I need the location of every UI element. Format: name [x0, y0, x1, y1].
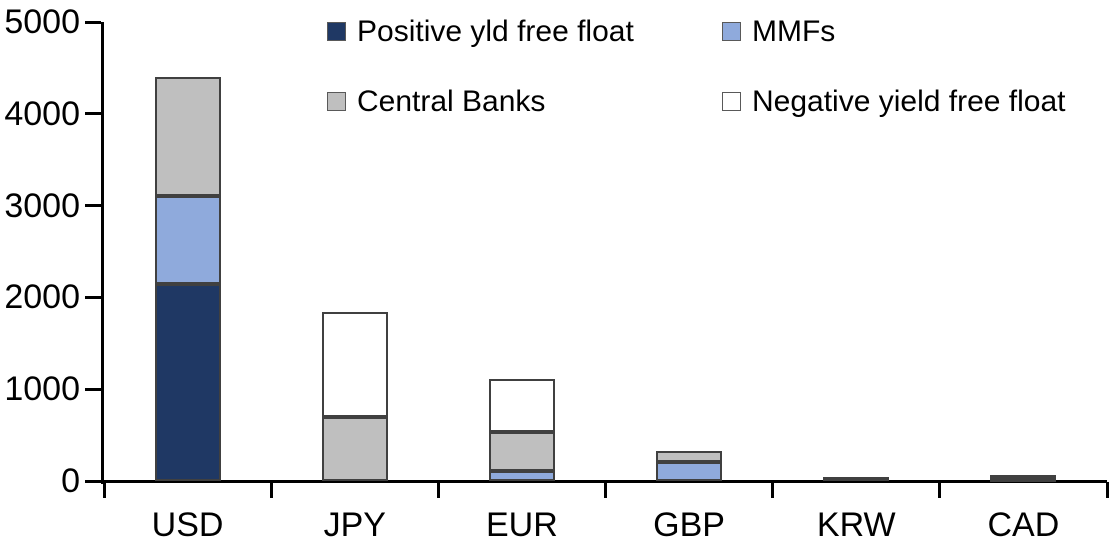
x-axis-boundary-tick-3 — [604, 482, 607, 498]
legend-item-negative-yield-free-float: Negative yield free float — [722, 84, 1066, 119]
legend-item-mmfs: MMFs — [722, 14, 835, 49]
y-axis-label-0: 0 — [61, 462, 80, 500]
x-axis-boundary-tick-4 — [771, 482, 775, 498]
y-axis-tick-3000 — [85, 204, 101, 208]
x-axis-line — [101, 480, 1107, 483]
legend-label-positive-yld-free-float: Positive yld free float — [357, 15, 634, 48]
bar-cad-central-banks — [990, 475, 1057, 480]
bar-usd-central-banks — [154, 77, 221, 197]
legend-item-central-banks: Central Banks — [327, 84, 545, 119]
bar-jpy-negative-yield-free-float — [321, 312, 388, 417]
y-axis-tick-1000 — [85, 387, 101, 391]
bar-eur-mmfs — [488, 470, 555, 481]
legend-label-negative-yield-free-float: Negative yield free float — [752, 85, 1066, 118]
y-axis-label-1000: 1000 — [4, 370, 80, 409]
y-axis-tick-0 — [85, 479, 101, 483]
x-axis-label-jpy: JPY — [323, 506, 386, 544]
y-axis-label-3000: 3000 — [4, 186, 80, 225]
y-axis-tick-4000 — [85, 112, 101, 116]
y-axis-label-2000: 2000 — [4, 278, 80, 317]
bar-eur-negative-yield-free-float — [488, 379, 555, 433]
legend-label-central-banks: Central Banks — [357, 85, 546, 118]
legend-label-mmfs: MMFs — [752, 15, 836, 48]
x-axis-boundary-tick-6 — [1105, 482, 1109, 498]
x-axis-label-eur: EUR — [486, 506, 558, 544]
y-axis-line — [101, 22, 104, 484]
y-axis-tick-2000 — [85, 295, 101, 299]
x-axis-boundary-tick-2 — [436, 482, 440, 498]
x-axis-label-cad: CAD — [987, 506, 1060, 544]
legend-swatch-icon-positive-yld-free-float — [327, 22, 346, 41]
legend-swatch-icon-negative-yield-free-float — [722, 92, 741, 111]
legend-swatch-icon-mmfs — [722, 22, 741, 41]
bar-gbp-central-banks — [656, 450, 723, 462]
y-axis-tick-5000 — [85, 20, 101, 24]
x-axis-boundary-tick-5 — [938, 482, 942, 498]
bar-gbp-mmfs — [656, 461, 723, 481]
bar-krw-positive-yld-free-float — [823, 477, 890, 482]
legend-swatch-icon-central-banks — [327, 92, 346, 111]
x-axis-label-gbp: GBP — [653, 506, 725, 544]
x-axis-boundary-tick-1 — [269, 482, 273, 498]
bar-usd-mmfs — [154, 196, 221, 284]
bar-jpy-central-banks — [321, 416, 388, 481]
x-axis-boundary-tick-0 — [102, 482, 106, 498]
bar-usd-positive-yld-free-float — [154, 283, 221, 481]
legend-item-positive-yld-free-float: Positive yld free float — [327, 14, 634, 49]
x-axis-label-krw: KRW — [816, 506, 896, 544]
y-axis-label-5000: 5000 — [4, 3, 80, 41]
x-axis-label-usd: USD — [151, 506, 224, 544]
y-axis-label-4000: 4000 — [4, 94, 80, 133]
bar-eur-central-banks — [488, 432, 555, 471]
